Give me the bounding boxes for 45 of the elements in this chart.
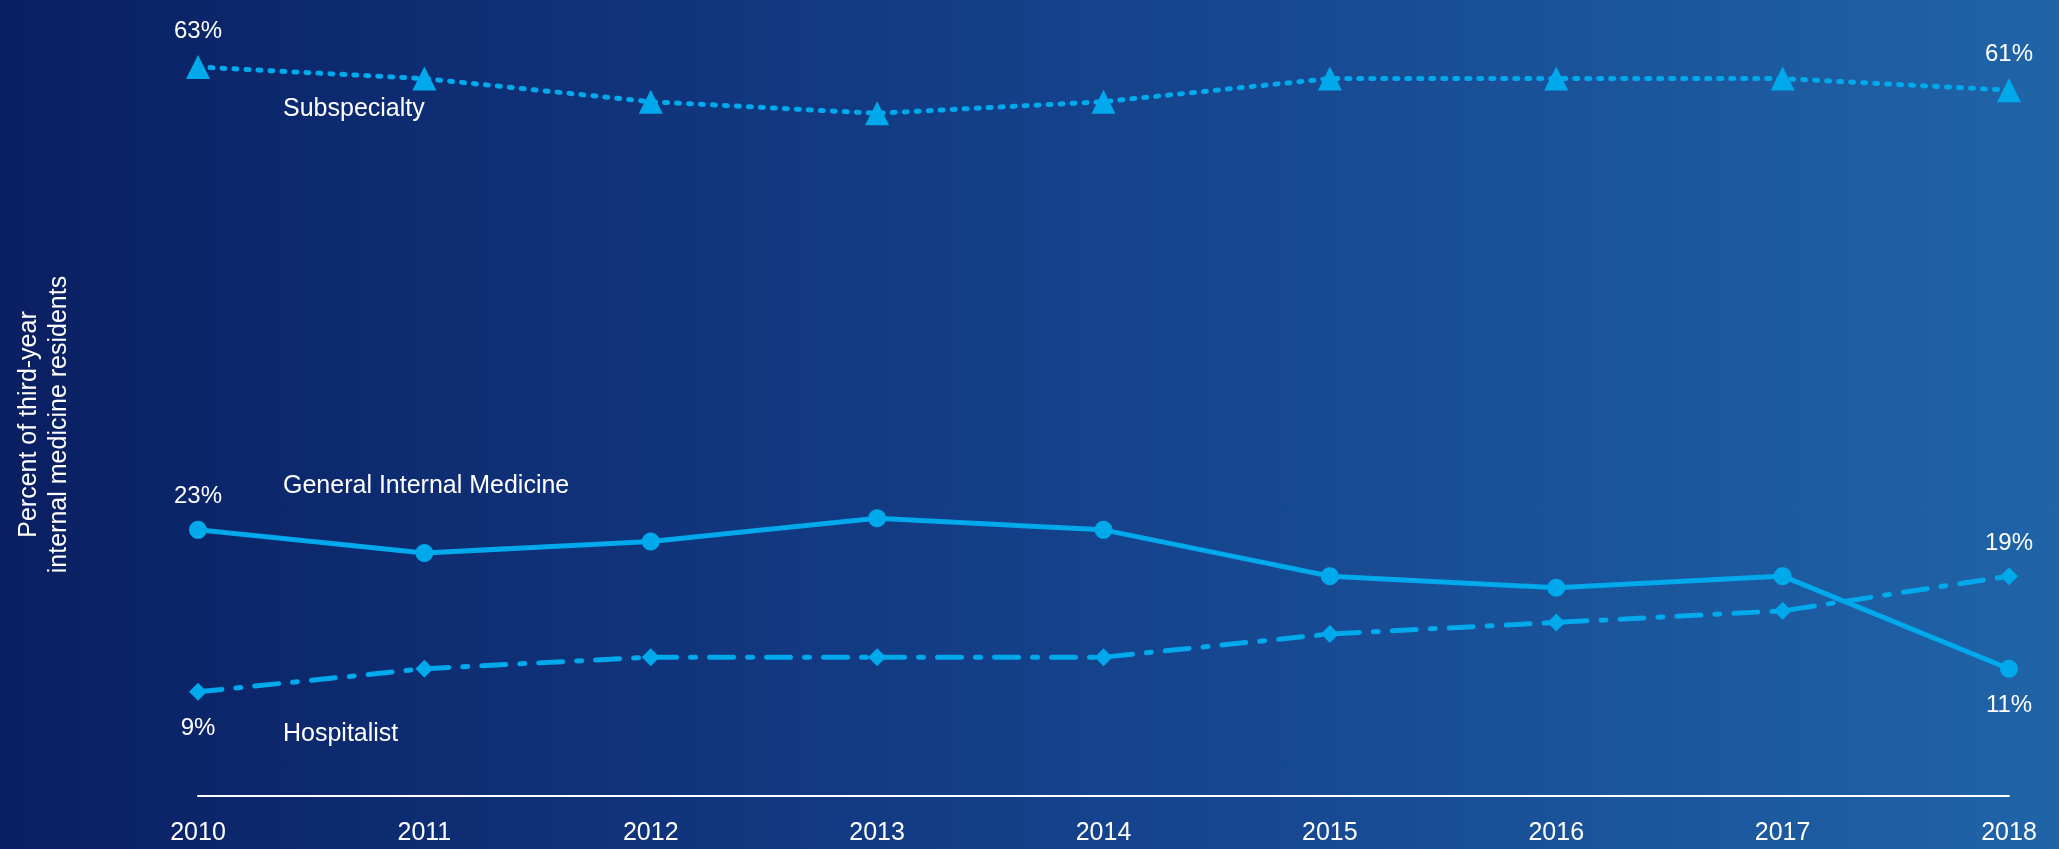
x-tick-label: 2017 (1754, 816, 1811, 845)
point (641, 532, 660, 551)
x-tick-label: 2014 (1075, 816, 1132, 845)
point (1094, 520, 1113, 539)
point (1547, 613, 1566, 632)
series-label: General Internal Medicine (283, 469, 570, 498)
point (1770, 66, 1795, 91)
data-label: 61% (1984, 38, 2034, 66)
x-tick-label: 2016 (1528, 816, 1585, 845)
x-tick-label: 2011 (397, 816, 452, 845)
point (2000, 659, 2018, 678)
point (1320, 567, 1339, 586)
point (2000, 567, 2018, 586)
point (1544, 66, 1569, 91)
point (415, 659, 434, 678)
point (1317, 66, 1342, 91)
point (1773, 567, 1792, 586)
point (415, 544, 434, 562)
point (1547, 578, 1566, 597)
series-label: Subspecialty (283, 93, 426, 121)
y-axis-title: Percent of third-year internal medicine residents (13, 275, 71, 574)
data-label: 23% (173, 481, 223, 509)
data-label: 63% (173, 15, 223, 43)
point (638, 89, 663, 114)
point (1773, 601, 1792, 620)
point (186, 55, 210, 79)
point (1997, 78, 2021, 103)
x-tick-label: 2010 (170, 816, 226, 845)
x-tick-label: 2012 (622, 816, 679, 845)
point (189, 520, 207, 539)
point (189, 682, 207, 701)
x-tick-label: 2018 (1981, 816, 2037, 845)
data-label: 11% (1985, 690, 2033, 718)
point (1091, 89, 1116, 114)
point (641, 648, 660, 667)
point (1320, 625, 1339, 643)
point (868, 509, 887, 528)
x-tick-label: 2015 (1302, 816, 1358, 845)
data-label: 9% (180, 713, 216, 741)
point (1094, 648, 1113, 667)
x-tick-label: 2013 (849, 816, 905, 845)
data-label: 19% (1984, 527, 2034, 555)
point (412, 66, 437, 91)
point (865, 101, 890, 126)
series-label: Hospitalist (283, 717, 399, 746)
